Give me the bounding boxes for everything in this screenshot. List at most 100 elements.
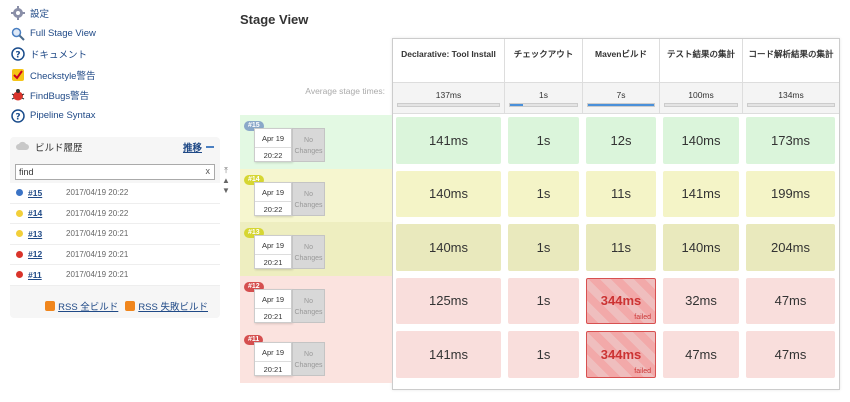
- scroll-up-icon[interactable]: ▲: [222, 176, 230, 185]
- sidebar-link-documents[interactable]: ? ドキュメント: [10, 44, 225, 65]
- trend-link-label: 推移: [182, 143, 202, 154]
- stage-cell[interactable]: 140ms: [660, 221, 743, 275]
- scroll-top-icon[interactable]: ⤒: [224, 166, 228, 175]
- average-time-bar: [664, 103, 738, 107]
- build-time: 20:21: [255, 254, 291, 268]
- build-number-link[interactable]: #15: [28, 187, 43, 198]
- build-number-badge[interactable]: #13: [244, 228, 264, 238]
- changes-box[interactable]: No Changes: [292, 181, 325, 216]
- stage-header: Declarative: Tool Install: [393, 39, 505, 82]
- stage-cell[interactable]: 125ms: [393, 274, 505, 328]
- changes-box[interactable]: No Changes: [292, 128, 325, 162]
- build-number-link[interactable]: #13: [28, 228, 43, 239]
- build-number-badge[interactable]: #11: [244, 335, 264, 345]
- stage-cell[interactable]: 12s: [583, 114, 660, 168]
- build-row-label: #14 Apr 19 20:22 No Changes: [240, 168, 392, 222]
- build-search-box: x: [15, 164, 215, 180]
- stage-time-box: 141ms: [663, 170, 739, 217]
- build-row-label: #12 Apr 19 20:21 No Changes: [240, 275, 392, 329]
- sidebar-link-label: Checkstyle警告: [30, 70, 96, 82]
- svg-text:?: ?: [15, 51, 20, 61]
- build-number-link[interactable]: #11: [28, 269, 42, 280]
- help-icon: ?: [10, 108, 25, 123]
- stage-header: テスト結果の集計: [660, 39, 743, 82]
- stage-cell[interactable]: 1s: [505, 328, 583, 382]
- changes-box[interactable]: No Changes: [292, 288, 325, 323]
- build-number-badge[interactable]: #15: [244, 121, 264, 131]
- average-time-value: 137ms: [435, 90, 462, 100]
- build-date-card: Apr 19 20:21: [254, 342, 292, 376]
- stage-duration: 11s: [611, 239, 631, 255]
- stage-cell[interactable]: 47ms: [660, 328, 743, 382]
- build-history-row: #15 2017/04/19 20:22: [10, 183, 220, 204]
- stage-cell-failed[interactable]: 344ms failed: [583, 274, 660, 328]
- stage-cell-failed[interactable]: 344ms failed: [583, 328, 660, 382]
- stage-cell[interactable]: 141ms: [660, 167, 743, 221]
- build-time: 20:21: [255, 361, 291, 375]
- stage-time-box: 344ms failed: [586, 277, 656, 324]
- stage-cell[interactable]: 199ms: [743, 167, 839, 221]
- sidebar-link-pipeline-syntax[interactable]: ? Pipeline Syntax: [10, 106, 225, 127]
- stage-duration: 204ms: [770, 239, 811, 255]
- stage-cell[interactable]: 1s: [505, 167, 583, 221]
- scroll-down-icon[interactable]: ▼: [222, 186, 230, 195]
- sidebar-link-settings[interactable]: 設定: [10, 3, 225, 24]
- build-date-card: Apr 19 20:21: [254, 235, 292, 269]
- stage-time-box: 173ms: [746, 117, 835, 164]
- checkstyle-icon: [10, 67, 25, 82]
- status-ball-icon: [16, 209, 23, 217]
- build-number-badge[interactable]: #14: [244, 174, 264, 185]
- status-ball-icon: [16, 271, 23, 279]
- sidebar-link-full-stage-view[interactable]: Full Stage View: [10, 24, 225, 45]
- stage-time-box: 140ms: [663, 224, 739, 271]
- changes-box[interactable]: No Changes: [292, 235, 325, 269]
- stage-cell[interactable]: 204ms: [743, 221, 839, 275]
- build-date-card: Apr 19 20:21: [254, 288, 292, 323]
- average-time-cell: 100ms: [660, 83, 743, 113]
- stage-cell[interactable]: 140ms: [393, 167, 505, 221]
- status-ball-icon: [16, 230, 23, 238]
- rss-failed-builds-link[interactable]: RSS 失敗ビルド: [138, 302, 208, 313]
- stage-cell[interactable]: 1s: [505, 274, 583, 328]
- sidebar-link-checkstyle[interactable]: Checkstyle警告: [10, 65, 225, 86]
- build-row-label: #15 Apr 19 20:22 No Changes: [240, 115, 392, 169]
- build-number-link[interactable]: #14: [28, 208, 43, 219]
- help-icon: ?: [10, 47, 25, 62]
- stage-cell[interactable]: 141ms: [393, 114, 505, 168]
- rss-all-builds-link[interactable]: RSS 全ビルド: [58, 302, 119, 313]
- stage-time-box: 47ms: [746, 331, 835, 378]
- build-history-header: ビルド履歴 推移: [10, 137, 220, 157]
- stage-cell[interactable]: 11s: [583, 221, 660, 275]
- stage-duration: 173ms: [770, 132, 811, 148]
- build-number-badge[interactable]: #12: [244, 281, 264, 292]
- stage-cell[interactable]: 32ms: [660, 274, 743, 328]
- stage-time-box: 47ms: [663, 331, 739, 378]
- stage-cell[interactable]: 1s: [505, 221, 583, 275]
- build-label-column: #15 Apr 19 20:22 No Changes #14 Apr 19 20:22 No…: [240, 115, 392, 383]
- trend-link[interactable]: 推移: [183, 140, 214, 154]
- stage-cell[interactable]: 47ms: [743, 274, 839, 328]
- sidebar-link-findbugs[interactable]: FindBugs警告: [10, 85, 225, 106]
- stage-cell[interactable]: 173ms: [743, 114, 839, 168]
- build-number-link[interactable]: #12: [28, 249, 43, 260]
- stage-row: 125ms 1s 344ms failed 32ms 47ms: [393, 274, 839, 328]
- stage-cell[interactable]: 47ms: [743, 328, 839, 382]
- stage-duration: 140ms: [681, 239, 721, 255]
- changes-box[interactable]: No Changes: [292, 342, 325, 376]
- stage-duration: 199ms: [770, 186, 811, 202]
- clear-search-button[interactable]: x: [205, 166, 211, 176]
- rss-links: RSS 全ビルド RSS 失敗ビルド: [45, 299, 212, 313]
- build-history-row: #11 2017/04/19 20:21: [10, 265, 220, 286]
- stage-cell[interactable]: 140ms: [393, 221, 505, 275]
- average-time-value: 1s: [539, 90, 548, 100]
- average-time-value: 100ms: [688, 90, 714, 100]
- stage-time-box: 1s: [508, 224, 579, 271]
- stage-duration: 141ms: [428, 132, 469, 148]
- stage-cell[interactable]: 141ms: [393, 328, 505, 382]
- sidebar-link-label: Pipeline Syntax: [30, 110, 96, 122]
- build-search-input[interactable]: [16, 165, 196, 179]
- stage-cell[interactable]: 1s: [505, 114, 583, 168]
- stage-cell[interactable]: 11s: [583, 167, 660, 221]
- stage-cell[interactable]: 140ms: [660, 114, 743, 168]
- stage-header: チェックアウト: [505, 39, 583, 82]
